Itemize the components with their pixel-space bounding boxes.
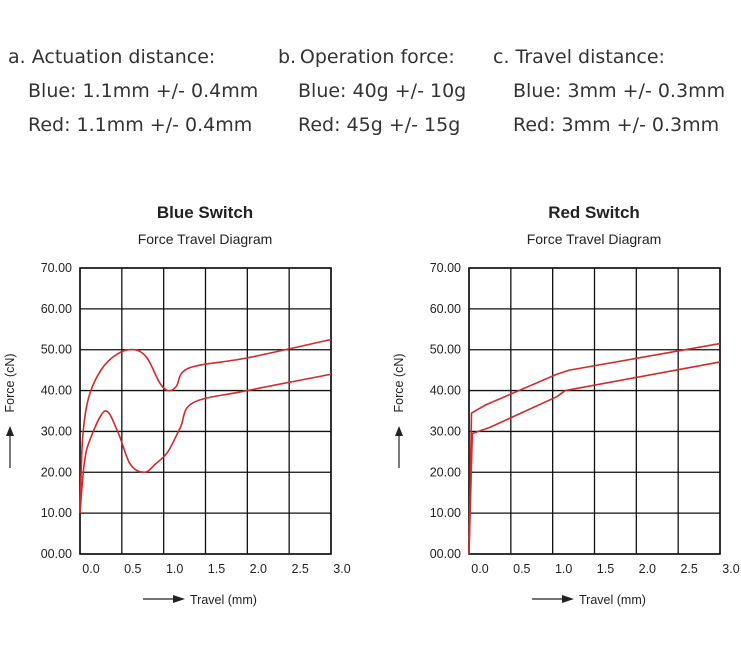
x-tick-label: 0.0 bbox=[471, 562, 488, 576]
y-tick-label: 70.00 bbox=[430, 261, 461, 275]
y-axis-arrow-head bbox=[6, 426, 14, 436]
x-tick-label: 1.5 bbox=[208, 562, 225, 576]
chart-subtitle: Force Travel Diagram bbox=[527, 231, 662, 247]
x-tick-label: 2.0 bbox=[250, 562, 267, 576]
series-line-0 bbox=[79, 338, 332, 514]
spec-blue-value: Blue: 1.1mm +/- 0.4mm bbox=[28, 80, 259, 102]
y-tick-label: 50.00 bbox=[41, 343, 72, 357]
chart-subtitle: Force Travel Diagram bbox=[138, 231, 273, 247]
plot-frame bbox=[468, 267, 721, 555]
x-tick-label: 2.5 bbox=[291, 562, 308, 576]
spec-red-value: Red: 1.1mm +/- 0.4mm bbox=[28, 114, 253, 136]
spec-red-value: Red: 45g +/- 15g bbox=[298, 114, 461, 136]
x-tick-label: 0.5 bbox=[124, 562, 141, 576]
series-line-1 bbox=[468, 361, 721, 555]
y-tick-label: 30.00 bbox=[41, 424, 72, 438]
y-tick-label: 60.00 bbox=[41, 302, 72, 316]
x-tick-label: 1.0 bbox=[166, 562, 183, 576]
x-axis-label: Travel (mm) bbox=[190, 593, 257, 607]
x-tick-label: 0.0 bbox=[82, 562, 99, 576]
spec-panel: a. Actuation distance: Blue: 1.1mm +/- 0… bbox=[0, 40, 741, 140]
y-tick-label: 50.00 bbox=[430, 343, 461, 357]
y-tick-label: 40.00 bbox=[430, 384, 461, 398]
y-tick-label: 10.00 bbox=[41, 506, 72, 520]
chart-0: Blue Switch Force Travel Diagram 00.00 10.0… bbox=[3, 203, 351, 607]
x-axis-arrow-head bbox=[562, 595, 574, 603]
x-axis-label: Travel (mm) bbox=[579, 593, 646, 607]
spec-heading: a. Actuation distance: bbox=[8, 46, 216, 68]
spec-heading: b. Operation force: bbox=[278, 46, 455, 68]
y-axis-label: Force (cN) bbox=[3, 353, 17, 412]
spec-red-value: Red: 3mm +/- 0.3mm bbox=[513, 114, 720, 136]
series-line-0 bbox=[468, 342, 721, 555]
spec-heading: c. Travel distance: bbox=[493, 46, 665, 68]
plot-frame bbox=[79, 267, 332, 555]
y-tick-label: 20.00 bbox=[41, 465, 72, 479]
x-tick-label: 2.5 bbox=[680, 562, 697, 576]
y-tick-label: 40.00 bbox=[41, 384, 72, 398]
y-tick-label: 10.00 bbox=[430, 506, 461, 520]
spec-blue-value: Blue: 3mm +/- 0.3mm bbox=[513, 80, 726, 102]
y-tick-label: 60.00 bbox=[430, 302, 461, 316]
spec-operation-force: b. Operation force: Blue: 40g +/- 10g Re… bbox=[278, 40, 466, 142]
y-tick-label: 30.00 bbox=[430, 424, 461, 438]
chart-title: Red Switch bbox=[548, 203, 640, 222]
x-tick-label: 3.0 bbox=[722, 562, 739, 576]
spec-actuation-distance: a. Actuation distance: Blue: 1.1mm +/- 0… bbox=[8, 40, 258, 142]
x-tick-label: 1.0 bbox=[555, 562, 572, 576]
x-tick-label: 1.5 bbox=[597, 562, 614, 576]
chart-1: Red Switch Force Travel Diagram 00.00 10.00… bbox=[392, 203, 740, 607]
chart-title: Blue Switch bbox=[157, 203, 253, 222]
x-tick-label: 2.0 bbox=[639, 562, 656, 576]
x-tick-label: 0.5 bbox=[513, 562, 530, 576]
x-tick-label: 3.0 bbox=[333, 562, 350, 576]
y-tick-label: 00.00 bbox=[41, 547, 72, 561]
y-tick-label: 20.00 bbox=[430, 465, 461, 479]
y-axis-arrow-head bbox=[395, 426, 403, 436]
spec-travel-distance: c. Travel distance: Blue: 3mm +/- 0.3mm … bbox=[493, 40, 725, 142]
x-axis-arrow-head bbox=[173, 595, 185, 603]
series-line-1 bbox=[79, 373, 332, 514]
y-axis-label: Force (cN) bbox=[392, 353, 406, 412]
y-tick-label: 00.00 bbox=[430, 547, 461, 561]
y-tick-label: 70.00 bbox=[41, 261, 72, 275]
spec-blue-value: Blue: 40g +/- 10g bbox=[298, 80, 467, 102]
